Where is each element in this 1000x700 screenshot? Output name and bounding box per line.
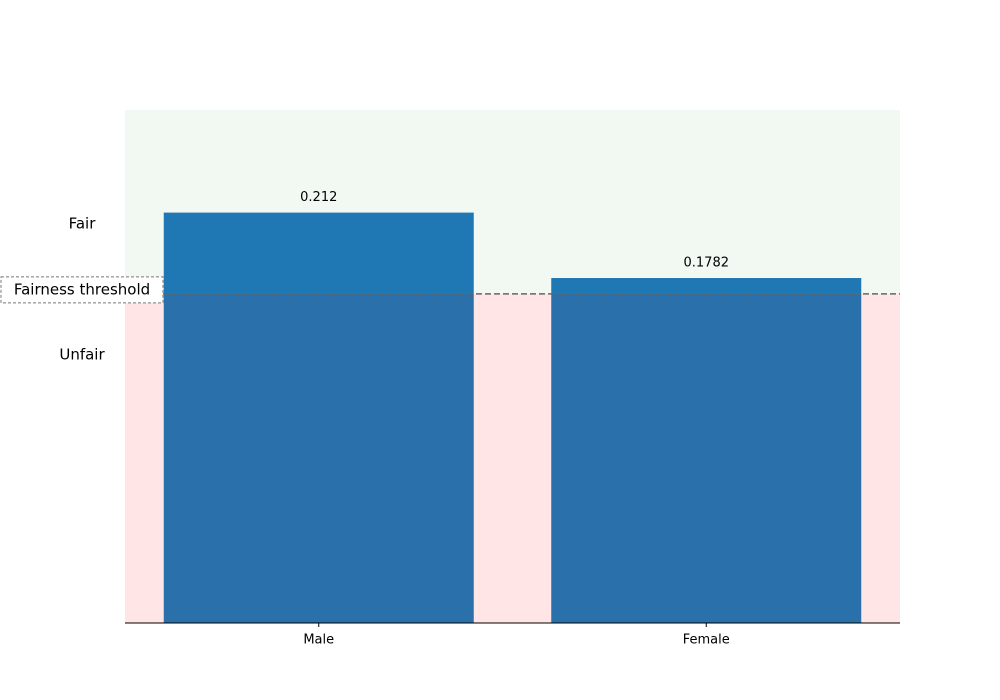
bar — [551, 278, 862, 623]
threshold-box — [0, 276, 164, 304]
x-tick-label: Female — [683, 633, 730, 648]
value-label: 0.1782 — [684, 256, 730, 271]
x-tick-label: Male — [303, 633, 334, 648]
fair-label: Fair — [69, 214, 97, 232]
unfair-label: Unfair — [59, 345, 105, 363]
threshold-label: Fairness threshold — [14, 280, 150, 298]
value-label: 0.212 — [300, 190, 337, 205]
bar — [163, 212, 474, 623]
unfair-overlay — [125, 293, 900, 623]
